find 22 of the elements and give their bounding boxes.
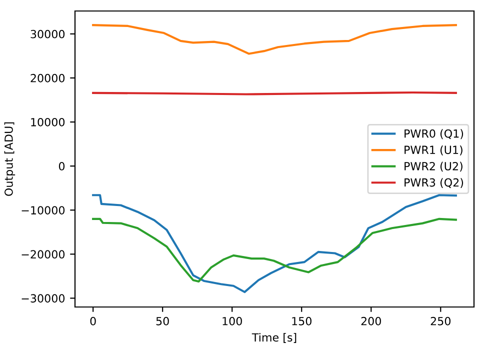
x-tick-label: 150 — [292, 316, 312, 326]
y-tick-label: 0 — [58, 162, 65, 170]
x-tick-label: 250 — [430, 316, 450, 326]
line-series — [92, 194, 457, 294]
line-series — [92, 24, 457, 55]
y-tick-label: −30000 — [22, 294, 65, 303]
y-tick-label: −10000 — [22, 206, 65, 214]
legend-label: PWR3 (Q2) — [404, 178, 464, 188]
legend-label: PWR0 (Q1) — [404, 129, 464, 140]
legend-label: PWR1 (U1) — [404, 145, 462, 156]
y-tick-label: 10000 — [31, 118, 65, 126]
x-tick-label: 50 — [156, 316, 169, 326]
y-tick-label: 20000 — [30, 74, 65, 82]
y-tick-label: −20000 — [22, 250, 65, 259]
x-tick-label: 200 — [361, 316, 381, 326]
y-tick-label: 30000 — [30, 30, 65, 38]
y-axis-title: Output [ADU] — [4, 122, 16, 196]
x-tick-label: 100 — [222, 316, 242, 326]
line-series — [92, 218, 457, 282]
x-tick-label: 0 — [90, 316, 96, 326]
legend-label: PWR2 (U2) — [404, 162, 462, 172]
x-axis-title: Time [s] — [252, 333, 296, 343]
